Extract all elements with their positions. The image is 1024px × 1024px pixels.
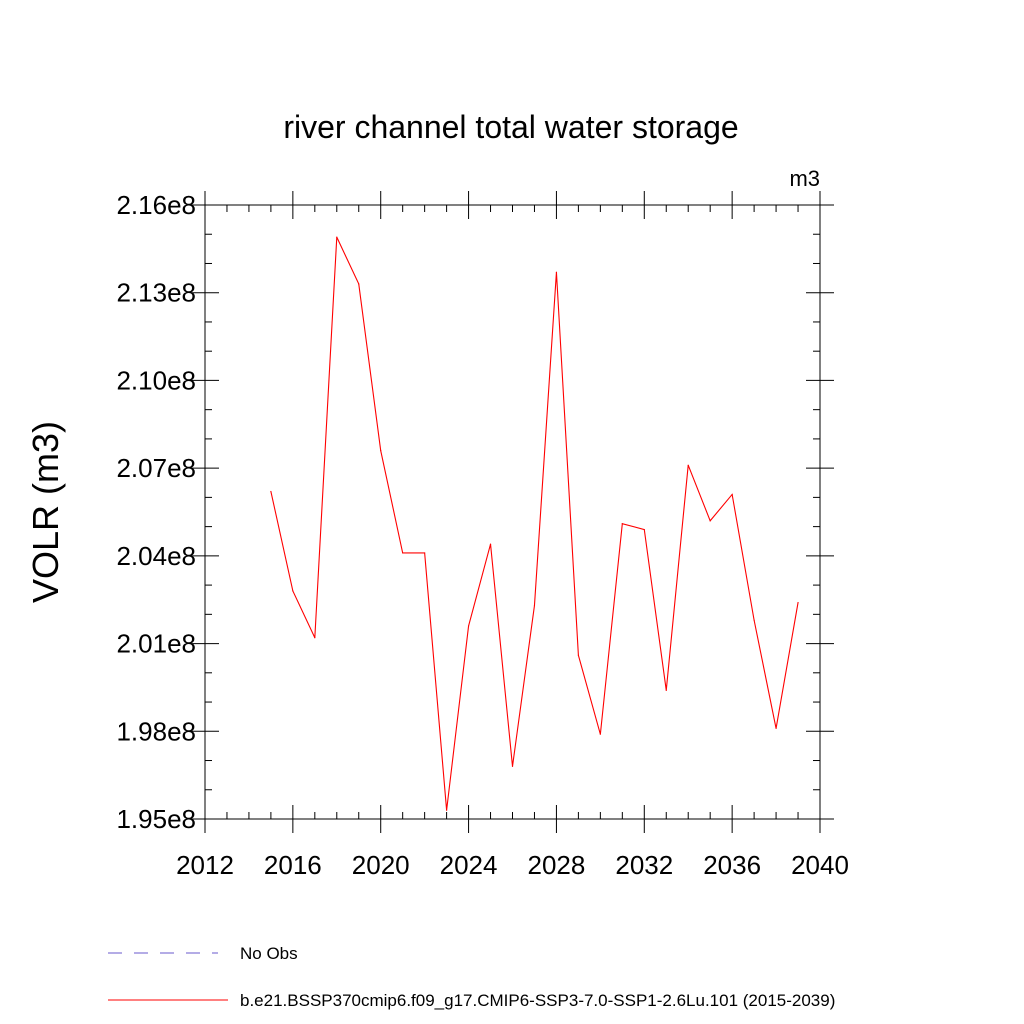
- series-point: [380, 450, 382, 452]
- series-point: [577, 654, 579, 656]
- series-point: [270, 490, 272, 493]
- series-point: [687, 464, 689, 466]
- series-point: [467, 625, 470, 627]
- series-point: [533, 604, 536, 607]
- series-point: [402, 552, 404, 554]
- legend: No Obs b.e21.BSSP370cmip6.f09_g17.CMIP6-…: [108, 944, 835, 1010]
- units-label: m3: [789, 166, 820, 191]
- series-point: [753, 619, 755, 621]
- series-point: [292, 590, 294, 592]
- plot-frame: [204, 204, 821, 820]
- y-tick-label: 2.16e8: [116, 190, 196, 220]
- x-tick-label: 2036: [703, 850, 761, 880]
- y-tick-labels: 2.16e8 2.13e8 2.10e8 2.07e8 2.04e8 2.01e8 1.98…: [116, 190, 196, 834]
- series-point: [555, 271, 558, 273]
- series-point: [665, 689, 667, 691]
- y-tick-label: 2.04e8: [116, 541, 196, 571]
- y-tick-label: 2.01e8: [116, 629, 196, 659]
- series-point: [511, 765, 514, 767]
- y-tick-label: 1.95e8: [116, 804, 196, 834]
- y-tick-label: 1.98e8: [116, 716, 196, 746]
- x-tick-labels: 2012 2016 2020 2024 2028 2032 2036 2040: [176, 850, 849, 880]
- x-tick-label: 2012: [176, 850, 234, 880]
- y-axis-label: VOLR (m3): [25, 421, 66, 603]
- x-tick-label: 2020: [352, 850, 410, 880]
- series-layer: [270, 236, 799, 811]
- series-point: [731, 493, 733, 496]
- series-point: [599, 733, 601, 735]
- x-tick-label: 2032: [615, 850, 673, 880]
- series-point: [797, 602, 799, 604]
- y-tick-label: 2.13e8: [116, 278, 196, 308]
- legend-no-obs-label: No Obs: [240, 944, 298, 963]
- y-tick-label: 2.07e8: [116, 453, 196, 483]
- series-point: [446, 809, 448, 811]
- series-point: [775, 727, 777, 729]
- series-point: [336, 236, 338, 238]
- x-tick-label: 2024: [440, 850, 498, 880]
- series-point: [424, 552, 426, 554]
- series-point: [314, 637, 316, 639]
- legend-series-label: b.e21.BSSP370cmip6.f09_g17.CMIP6-SSP3-7.…: [240, 991, 835, 1010]
- series-point: [643, 528, 645, 531]
- series-point: [621, 523, 623, 525]
- series-point: [709, 520, 711, 522]
- series-line-0: [270, 236, 799, 811]
- x-tick-label: 2016: [264, 850, 322, 880]
- x-tick-label: 2040: [791, 850, 849, 880]
- series-point: [358, 283, 360, 285]
- axis-ticks: [191, 191, 834, 833]
- series-point: [489, 543, 492, 545]
- x-tick-label: 2028: [528, 850, 586, 880]
- chart-title: river channel total water storage: [283, 109, 738, 145]
- y-tick-label: 2.10e8: [116, 365, 196, 395]
